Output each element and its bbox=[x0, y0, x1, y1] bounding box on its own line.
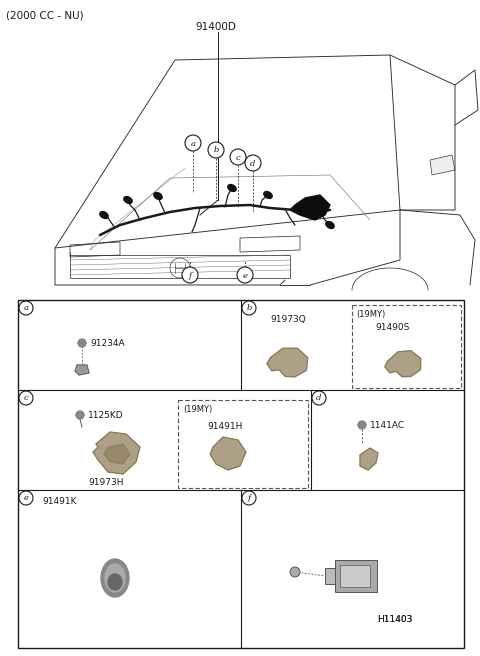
Ellipse shape bbox=[228, 184, 236, 192]
Text: a: a bbox=[24, 304, 28, 312]
Polygon shape bbox=[78, 340, 86, 346]
Circle shape bbox=[19, 391, 33, 405]
Polygon shape bbox=[360, 448, 378, 470]
Text: 1125KD: 1125KD bbox=[88, 411, 124, 419]
Circle shape bbox=[358, 421, 366, 429]
Text: 91973H: 91973H bbox=[88, 478, 123, 487]
Ellipse shape bbox=[264, 192, 272, 198]
Ellipse shape bbox=[154, 193, 162, 199]
Circle shape bbox=[19, 491, 33, 505]
Bar bbox=[178, 400, 308, 488]
Text: H11403: H11403 bbox=[377, 615, 413, 624]
Text: e: e bbox=[24, 495, 28, 502]
Ellipse shape bbox=[108, 574, 122, 590]
Circle shape bbox=[19, 301, 33, 315]
Circle shape bbox=[245, 155, 261, 171]
Polygon shape bbox=[93, 432, 140, 474]
Text: 1141AC: 1141AC bbox=[370, 420, 405, 430]
Text: 91491H: 91491H bbox=[207, 422, 242, 431]
Circle shape bbox=[185, 135, 201, 151]
Text: (19MY): (19MY) bbox=[183, 405, 212, 414]
Ellipse shape bbox=[124, 197, 132, 203]
Text: 91400D: 91400D bbox=[195, 22, 236, 32]
Text: b: b bbox=[213, 146, 219, 155]
Polygon shape bbox=[267, 348, 308, 377]
Polygon shape bbox=[76, 411, 84, 419]
Polygon shape bbox=[385, 351, 421, 377]
Ellipse shape bbox=[326, 222, 334, 228]
Text: 91491K: 91491K bbox=[42, 497, 76, 506]
Text: b: b bbox=[246, 304, 252, 312]
Text: d: d bbox=[250, 159, 256, 167]
Polygon shape bbox=[290, 195, 330, 220]
Circle shape bbox=[78, 339, 86, 347]
Text: (19MY): (19MY) bbox=[356, 310, 385, 319]
Circle shape bbox=[230, 149, 246, 165]
Ellipse shape bbox=[100, 212, 108, 218]
Circle shape bbox=[237, 267, 253, 283]
Circle shape bbox=[312, 391, 326, 405]
Polygon shape bbox=[75, 365, 89, 375]
Text: f: f bbox=[247, 495, 251, 502]
Bar bbox=[340, 565, 370, 587]
Bar bbox=[325, 568, 335, 584]
Ellipse shape bbox=[105, 564, 125, 592]
Text: e: e bbox=[242, 272, 248, 279]
Text: 91973Q: 91973Q bbox=[270, 315, 306, 324]
Text: f: f bbox=[189, 272, 192, 279]
Polygon shape bbox=[358, 422, 366, 428]
Text: (2000 CC - NU): (2000 CC - NU) bbox=[6, 10, 84, 20]
Polygon shape bbox=[210, 437, 246, 470]
Text: d: d bbox=[316, 394, 322, 403]
Bar bbox=[18, 300, 464, 648]
Bar bbox=[335, 560, 377, 592]
Circle shape bbox=[242, 301, 256, 315]
Text: c: c bbox=[24, 394, 28, 403]
Polygon shape bbox=[430, 155, 455, 175]
Text: a: a bbox=[191, 140, 195, 148]
Circle shape bbox=[290, 567, 300, 577]
Polygon shape bbox=[104, 444, 130, 464]
Circle shape bbox=[208, 142, 224, 158]
Text: 91490S: 91490S bbox=[375, 323, 409, 332]
Circle shape bbox=[76, 411, 84, 419]
Bar bbox=[352, 305, 461, 388]
Text: 91234A: 91234A bbox=[90, 338, 125, 348]
Text: c: c bbox=[236, 154, 240, 161]
Ellipse shape bbox=[101, 559, 129, 597]
Circle shape bbox=[242, 491, 256, 505]
Circle shape bbox=[182, 267, 198, 283]
Text: H11403: H11403 bbox=[377, 615, 413, 624]
